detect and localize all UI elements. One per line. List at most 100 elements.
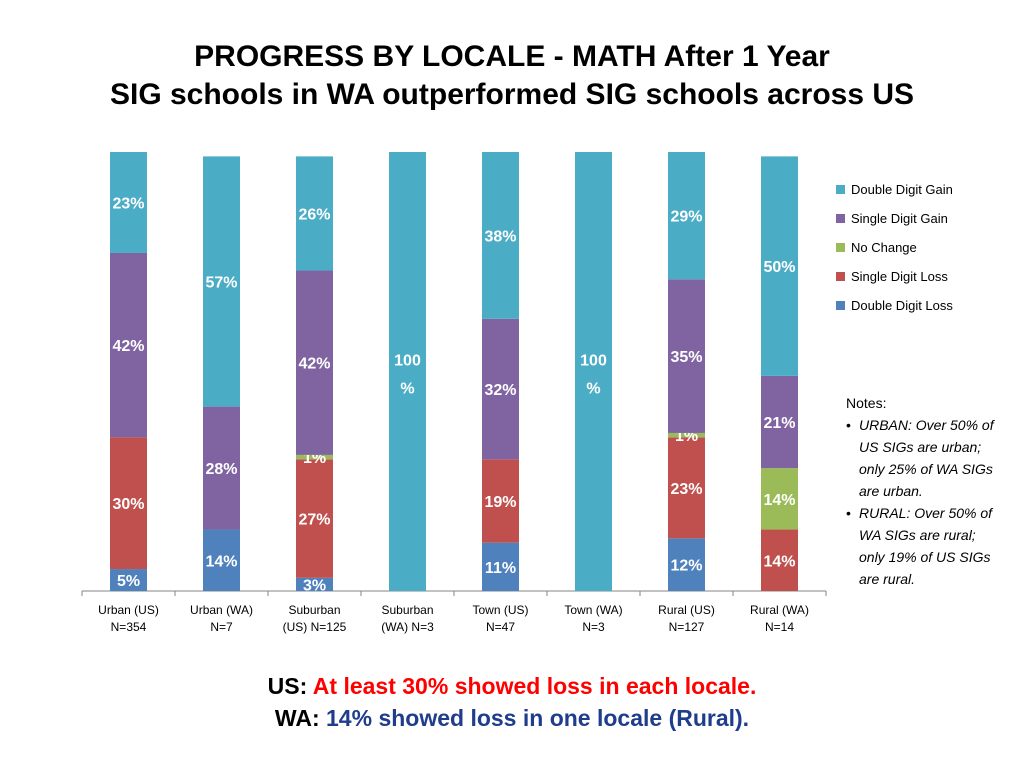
legend-swatch — [836, 243, 845, 252]
data-label: 50% — [763, 259, 795, 276]
title-line-1: PROGRESS BY LOCALE - MATH After 1 Year — [194, 40, 830, 73]
chart-legend: Double Digit Gain Single Digit Gain No Cha… — [836, 175, 953, 320]
data-label: 27% — [298, 512, 330, 529]
bar-segment-double-digit-loss — [482, 542, 519, 591]
bar-segment-double-digit-loss — [668, 538, 705, 591]
x-tick-label: N=14 — [765, 620, 794, 634]
bar-segment-double-digit-gain — [482, 152, 519, 319]
legend-label: Single Digit Loss — [851, 269, 948, 284]
legend-swatch — [836, 214, 845, 223]
note-text-rural: RURAL: Over 50% of WA SIGs are rural; on… — [859, 505, 993, 587]
bar-segment-no-change — [761, 468, 798, 530]
x-tick-label: N=127 — [669, 620, 705, 634]
bullet-icon: • — [846, 505, 851, 521]
bar-segment-single-digit-gain — [482, 318, 519, 460]
x-tick-label: N=3 — [582, 620, 605, 634]
notes-list: • URBAN: Over 50% of US SIGs are urban; o… — [846, 414, 996, 590]
bar-segment-double-digit-gain — [203, 156, 240, 407]
bar-segment-single-digit-gain — [761, 375, 798, 469]
x-tick-label: N=47 — [486, 620, 515, 634]
legend-item: Double Digit Loss — [836, 291, 953, 320]
data-label: 38% — [484, 228, 516, 245]
note-item-rural: • RURAL: Over 50% of WA SIGs are rural; o… — [846, 502, 996, 590]
bar-segment-double-digit-gain — [296, 156, 333, 271]
x-tick-label: N=7 — [210, 620, 233, 634]
legend-item: Single Digit Loss — [836, 262, 953, 291]
note-text-urban: URBAN: Over 50% of US SIGs are urban; on… — [859, 417, 994, 499]
legend-swatch — [836, 272, 845, 281]
data-label: 5% — [117, 573, 140, 590]
bullet-icon: • — [846, 417, 851, 433]
data-label: 3% — [303, 577, 326, 594]
bar-segment-double-digit-gain — [575, 152, 612, 591]
x-tick-label: Rural (US) — [658, 603, 715, 617]
bar-segment-double-digit-gain — [761, 156, 798, 376]
bar-segment-double-digit-gain — [110, 152, 147, 253]
x-tick-label: Town (US) — [472, 603, 528, 617]
legend-swatch — [836, 185, 845, 194]
x-tick-label: Rural (WA) — [750, 603, 809, 617]
legend-item: Single Digit Gain — [836, 204, 953, 233]
x-tick-label: Suburban — [288, 603, 340, 617]
x-tick-label: Urban (US) — [98, 603, 159, 617]
legend-item: No Change — [836, 233, 953, 262]
caption-us: US: At least 30% showed loss in each loc… — [0, 670, 1024, 702]
caption-wa-prefix: WA: — [274, 705, 327, 731]
legend-label: Single Digit Gain — [851, 211, 948, 226]
data-label: 23% — [670, 481, 702, 498]
bar-segment-single-digit-gain — [110, 252, 147, 438]
caption-us-prefix: US: — [267, 673, 313, 699]
data-label: 57% — [205, 275, 237, 292]
title-line-2: SIG schools in WA outperformed SIG schoo… — [109, 78, 915, 111]
x-tick-label: Urban (WA) — [190, 603, 253, 617]
data-label: 11% — [485, 560, 516, 577]
data-label: 14% — [205, 553, 237, 570]
data-label: 12% — [670, 558, 702, 575]
legend-label: Double Digit Gain — [851, 182, 953, 197]
data-label: 19% — [484, 494, 516, 511]
legend-item: Double Digit Gain — [836, 175, 953, 204]
data-label: 21% — [763, 415, 795, 432]
x-tick-label: (WA) N=3 — [381, 620, 434, 634]
x-tick-label: N=354 — [111, 620, 147, 634]
bar-segment-no-change — [296, 454, 333, 460]
data-label: 29% — [670, 209, 702, 226]
bar-segment-single-digit-gain — [203, 406, 240, 530]
bar-segment-double-digit-loss — [110, 569, 147, 591]
data-label: 100% — [394, 353, 421, 398]
bar-segment-double-digit-loss — [203, 529, 240, 591]
legend-label: Double Digit Loss — [851, 298, 953, 313]
bar-segment-double-digit-gain — [668, 152, 705, 280]
bar-segment-single-digit-gain — [668, 279, 705, 433]
data-label: 100% — [580, 353, 607, 398]
x-tick-label: Town (WA) — [564, 603, 622, 617]
bar-segment-single-digit-loss — [668, 437, 705, 539]
caption-us-text: At least 30% showed loss in each locale. — [312, 673, 757, 699]
caption-wa-text: 14% showed loss in one locale (Rural). — [326, 705, 750, 731]
bar-segment-no-change — [668, 432, 705, 438]
slide-title: PROGRESS BY LOCALE - MATH After 1 Year S… — [0, 38, 1024, 114]
notes-heading: Notes: — [846, 395, 887, 411]
data-label: 35% — [670, 349, 702, 366]
bar-segment-single-digit-gain — [296, 270, 333, 455]
note-item-urban: • URBAN: Over 50% of US SIGs are urban; o… — [846, 414, 996, 502]
caption-wa: WA: 14% showed loss in one locale (Rural… — [0, 702, 1024, 734]
data-label: 32% — [484, 382, 516, 399]
x-tick-label: (US) N=125 — [283, 620, 347, 634]
data-label: 30% — [112, 496, 144, 513]
bar-segment-single-digit-loss — [110, 437, 147, 570]
data-label: 42% — [112, 338, 144, 355]
data-label: 26% — [298, 206, 330, 223]
legend-swatch — [836, 301, 845, 310]
bar-segment-double-digit-gain — [389, 152, 426, 591]
data-label: 14% — [763, 553, 795, 570]
x-tick-label: Suburban — [381, 603, 433, 617]
bar-segment-single-digit-loss — [296, 459, 333, 578]
legend-label: No Change — [851, 240, 917, 255]
data-label: 28% — [205, 461, 237, 478]
data-label: 14% — [763, 492, 795, 509]
bar-segment-single-digit-loss — [482, 459, 519, 543]
bar-segment-double-digit-loss — [296, 577, 333, 591]
data-label: 42% — [298, 356, 330, 373]
